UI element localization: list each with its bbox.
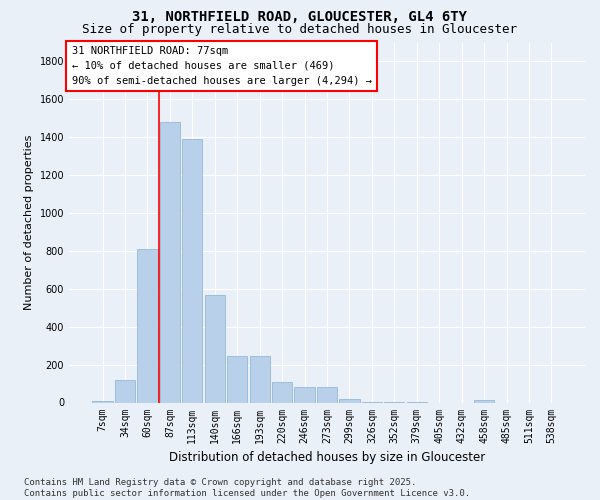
Bar — [92, 400, 113, 402]
Bar — [160, 122, 180, 402]
Bar — [250, 356, 270, 403]
Bar — [295, 388, 314, 402]
Bar — [205, 294, 225, 403]
Bar — [115, 380, 135, 402]
Bar — [227, 356, 247, 403]
Y-axis label: Number of detached properties: Number of detached properties — [24, 135, 34, 310]
Bar — [137, 249, 158, 402]
Bar — [474, 400, 494, 402]
Bar — [272, 382, 292, 402]
Text: Size of property relative to detached houses in Gloucester: Size of property relative to detached ho… — [83, 22, 517, 36]
Text: Contains HM Land Registry data © Crown copyright and database right 2025.
Contai: Contains HM Land Registry data © Crown c… — [24, 478, 470, 498]
Text: 31, NORTHFIELD ROAD, GLOUCESTER, GL4 6TY: 31, NORTHFIELD ROAD, GLOUCESTER, GL4 6TY — [133, 10, 467, 24]
X-axis label: Distribution of detached houses by size in Gloucester: Distribution of detached houses by size … — [169, 451, 485, 464]
Bar — [340, 398, 359, 402]
Text: 31 NORTHFIELD ROAD: 77sqm
← 10% of detached houses are smaller (469)
90% of semi: 31 NORTHFIELD ROAD: 77sqm ← 10% of detac… — [71, 46, 371, 86]
Bar — [317, 388, 337, 402]
Bar — [182, 139, 202, 402]
